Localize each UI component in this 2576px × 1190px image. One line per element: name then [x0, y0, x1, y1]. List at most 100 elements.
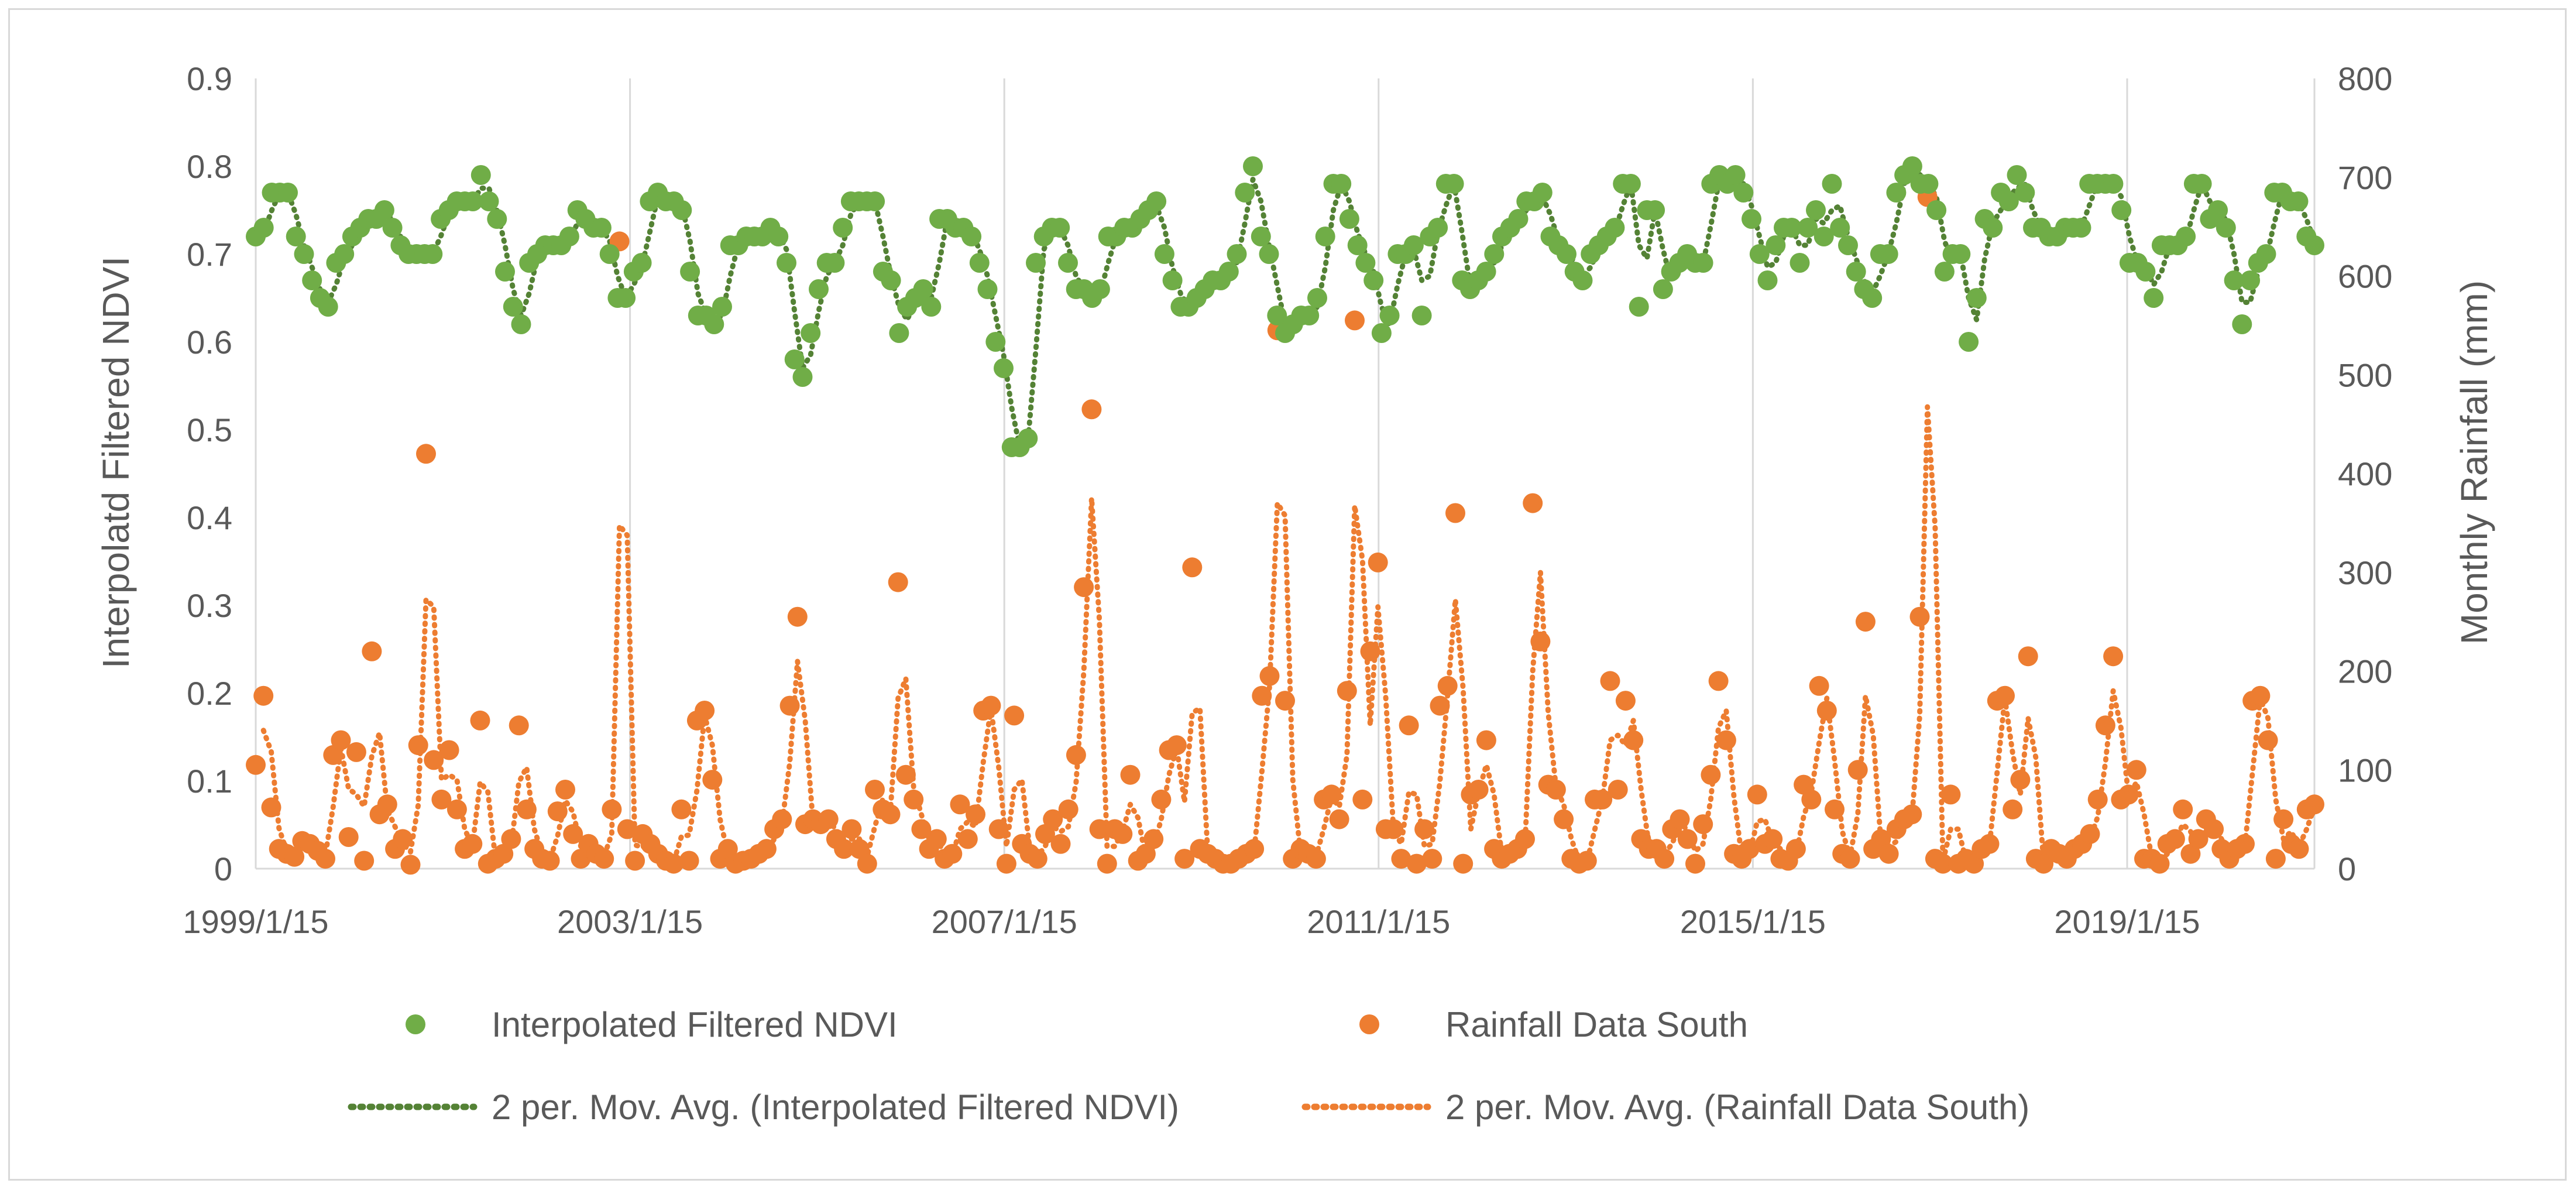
- ndvi-point: [1243, 156, 1263, 176]
- ndvi-point: [1227, 244, 1247, 264]
- y-tick-label-left: 0.5: [187, 411, 232, 448]
- rain-point: [981, 695, 1001, 716]
- rain-point: [1964, 853, 1984, 874]
- x-tick-label: 2019/1/15: [2054, 903, 2200, 940]
- rain-point: [2103, 646, 2124, 667]
- rain-point: [1933, 853, 1953, 874]
- ndvi-point: [1484, 244, 1505, 264]
- ndvi-point: [2144, 288, 2164, 308]
- ndvi-point: [1259, 244, 1279, 264]
- rain-point: [664, 853, 684, 874]
- rain-point: [865, 780, 885, 800]
- ndvi-point: [1653, 279, 1673, 299]
- rain-point: [2087, 789, 2108, 810]
- y-tick-label-left: 0.3: [187, 587, 232, 624]
- rain-point: [1244, 839, 1265, 859]
- ndvi-point: [1798, 218, 1818, 238]
- rain-point: [957, 829, 978, 849]
- rain-point: [1847, 760, 1868, 780]
- ndvi-point: [825, 253, 845, 273]
- rain-point: [2018, 646, 2038, 667]
- ndvi-point: [2232, 314, 2252, 334]
- rain-point: [617, 819, 637, 839]
- rain-point: [1701, 764, 1721, 785]
- rain-point: [1422, 849, 1442, 869]
- legend-label-ndvi: Interpolated Filtered NDVI: [492, 1005, 898, 1044]
- ndvi-point: [2192, 174, 2212, 194]
- rain-point: [331, 730, 351, 750]
- ndvi-point: [672, 200, 692, 220]
- ndvi-point: [784, 349, 805, 369]
- rain-point: [346, 742, 366, 762]
- rain-point: [926, 829, 947, 849]
- rain-point: [2095, 715, 2115, 736]
- rain-point: [1801, 789, 1822, 810]
- ndvi-point: [2256, 244, 2276, 264]
- rain-point: [1066, 745, 1086, 765]
- rain-point: [1151, 789, 1172, 810]
- ndvi-point: [1862, 288, 1883, 308]
- rain-point: [1670, 809, 1690, 829]
- ndvi-point: [1371, 323, 1392, 343]
- ndvi-point: [1162, 270, 1183, 290]
- ndvi-point: [1766, 235, 1786, 255]
- rain-point: [1979, 834, 2000, 854]
- rain-point: [431, 789, 452, 810]
- ndvi-point: [768, 227, 789, 246]
- ndvi-point: [777, 253, 796, 273]
- rain-point: [2250, 685, 2271, 706]
- rain-point: [2265, 849, 2286, 869]
- ndvi-point: [1902, 156, 1922, 176]
- rain-point: [493, 843, 514, 864]
- rain-point: [904, 789, 924, 810]
- rain-point: [2235, 834, 2255, 854]
- rain-point: [2180, 843, 2201, 864]
- rain-point: [1414, 819, 1435, 839]
- ndvi-point: [1693, 253, 1713, 273]
- y-tick-label-right: 700: [2338, 159, 2392, 196]
- ndvi-point: [977, 279, 998, 299]
- legend-label-ndvi-trend: 2 per. Mov. Avg. (Interpolated Filtered …: [492, 1088, 1179, 1127]
- rain-point: [1004, 705, 1025, 726]
- tick-labels: 1999/1/15 2003/1/15 2007/1/15 2011/1/15 2015…: [183, 60, 2392, 940]
- ndvi-point: [559, 227, 579, 246]
- rain-point: [1329, 809, 1349, 829]
- rain-point: [393, 829, 413, 849]
- ndvi-point: [1508, 209, 1529, 229]
- rain-point: [446, 799, 467, 819]
- rain-point: [1708, 671, 1729, 691]
- rain-point: [1623, 730, 1644, 750]
- ndvi-point: [1403, 235, 1424, 255]
- ndvi-point: [1339, 209, 1359, 229]
- rain-point: [1654, 849, 1675, 869]
- rain-point: [323, 745, 344, 765]
- ndvi-point: [1886, 183, 1907, 203]
- rain-point: [2003, 799, 2023, 819]
- ndvi-point: [2240, 270, 2261, 290]
- rain-point: [246, 755, 266, 775]
- rain-point: [2034, 853, 2054, 874]
- rain-point: [950, 794, 970, 815]
- y-tick-label-right: 200: [2338, 653, 2392, 690]
- rain-point: [1081, 399, 1102, 420]
- ndvi-point: [631, 253, 652, 273]
- rain-point: [1615, 691, 1636, 711]
- ndvi-point: [463, 191, 483, 211]
- ndvi-point: [286, 227, 306, 246]
- ndvi-point: [1058, 253, 1078, 273]
- ndvi-point: [704, 314, 724, 334]
- rain-point: [1306, 849, 1326, 869]
- rain-point: [1785, 839, 1806, 859]
- rain-point: [563, 824, 583, 844]
- ndvi-point: [382, 218, 403, 238]
- rain-point: [1816, 701, 1837, 721]
- y-tick-label-right: 800: [2338, 60, 2392, 97]
- y-tick-label-left: 0.8: [187, 148, 232, 185]
- rain-point: [1476, 730, 1496, 750]
- rain-point: [1600, 671, 1620, 691]
- rain-point: [1608, 780, 1628, 800]
- ndvi-point: [1218, 262, 1239, 282]
- rain-point: [1035, 824, 1055, 844]
- ndvi-point: [2135, 262, 2156, 282]
- ndvi-point: [1822, 174, 1842, 194]
